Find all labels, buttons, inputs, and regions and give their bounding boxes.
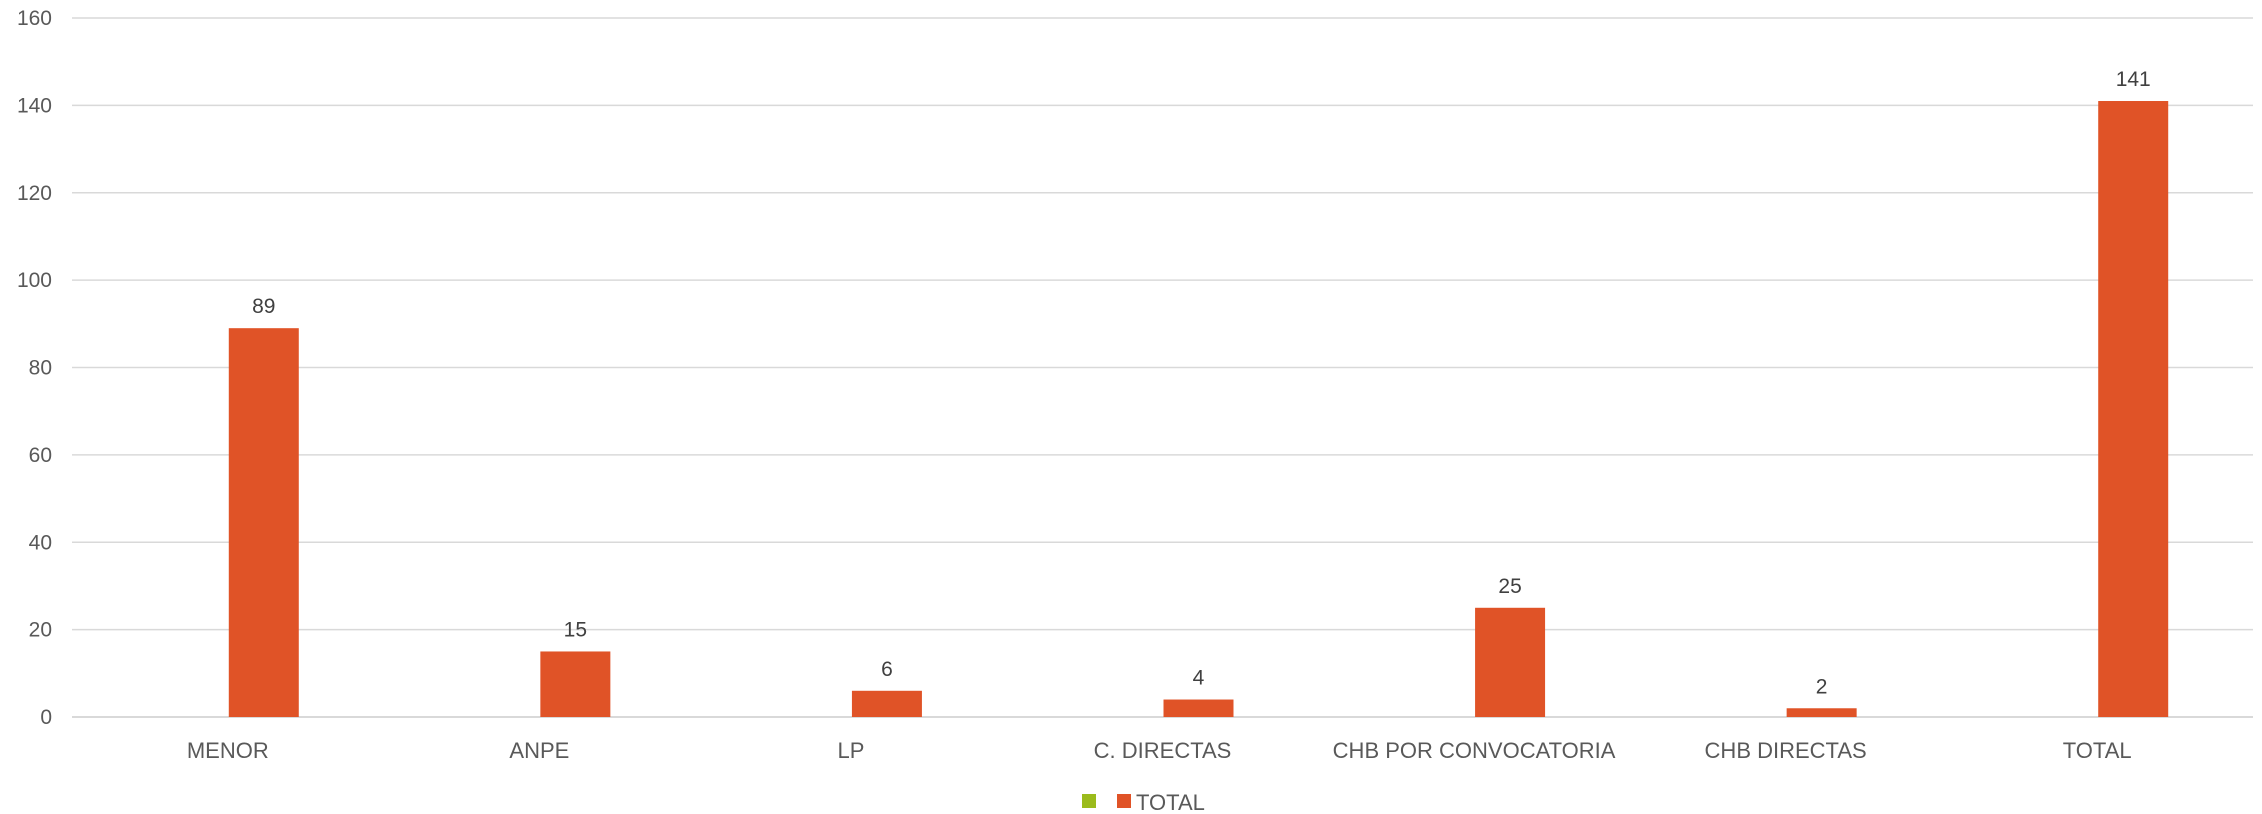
legend-swatch-series-1 (1082, 794, 1096, 808)
x-category-label: ANPE (509, 738, 569, 763)
data-label: 6 (881, 658, 893, 681)
y-tick-label: 120 (17, 182, 52, 205)
x-axis-categories: MENOR ANPE LP C. DIRECTAS CHB POR CONVOCATOR… (187, 738, 2132, 763)
y-tick-label: 20 (29, 619, 52, 642)
legend-swatch-total (1117, 794, 1131, 808)
x-category-label: C. DIRECTAS (1094, 738, 1232, 763)
bar (1163, 699, 1234, 717)
bar (1475, 607, 1546, 717)
data-label: 89 (252, 295, 275, 318)
x-category-label: TOTAL (2063, 738, 2132, 763)
y-tick-label: 80 (29, 357, 52, 380)
data-label: 15 (564, 618, 587, 641)
data-label: 141 (2116, 68, 2151, 91)
y-axis-ticks: 0 20 40 60 80 100 120 140 160 (17, 7, 52, 729)
x-category-label: LP (837, 738, 864, 763)
data-labels: 89 15 6 4 25 2 141 (252, 68, 2151, 698)
y-tick-label: 40 (29, 531, 52, 554)
bar (228, 328, 299, 717)
y-tick-label: 100 (17, 269, 52, 292)
data-label: 25 (1498, 575, 1521, 598)
y-tick-label: 0 (40, 706, 52, 729)
x-category-label: CHB POR CONVOCATORIA (1333, 738, 1616, 763)
gridlines (72, 17, 2253, 718)
bar (851, 690, 922, 717)
data-label: 4 (1193, 667, 1205, 690)
bar (540, 651, 611, 717)
y-tick-label: 160 (17, 7, 52, 30)
y-tick-label: 60 (29, 444, 52, 467)
x-category-label: CHB DIRECTAS (1705, 738, 1867, 763)
x-category-label: MENOR (187, 738, 269, 763)
legend: TOTAL (1082, 790, 1205, 814)
y-tick-label: 140 (17, 94, 52, 117)
data-label: 2 (1816, 675, 1828, 698)
bar (2098, 101, 2169, 718)
legend-label-total: TOTAL (1136, 790, 1205, 814)
bars (228, 101, 2169, 718)
bar (1786, 708, 1857, 717)
